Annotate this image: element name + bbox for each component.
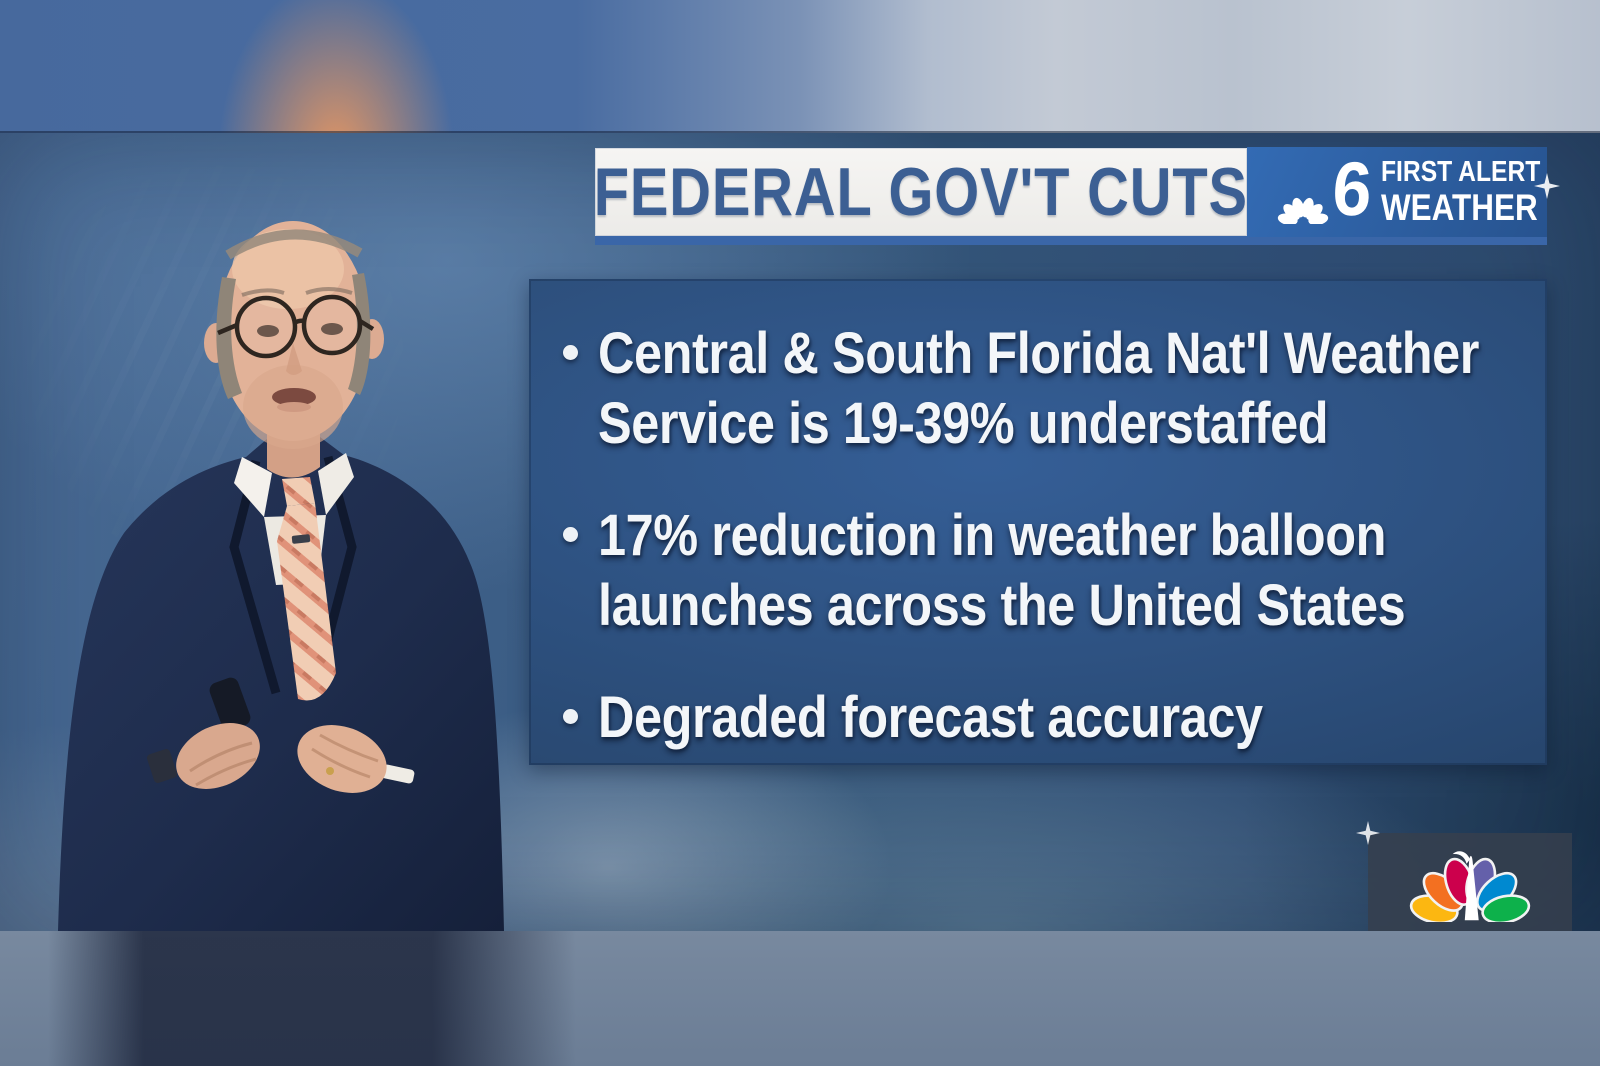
brand-mark: 6 [1277, 147, 1374, 234]
sparkle-icon [1356, 821, 1382, 847]
bullet-line: Degraded forecast accuracy [598, 685, 1263, 750]
sparkle-icon [1534, 173, 1560, 199]
glasses [217, 294, 375, 359]
bullet-item: Degraded forecast accuracy [563, 683, 1517, 753]
bullet-dot-icon [563, 527, 578, 542]
brand-tagline-line2: WEATHER [1381, 187, 1538, 228]
presenter [58, 221, 504, 931]
letterbox-blur-bottom [0, 931, 1600, 1066]
bullet-dot-icon [563, 345, 578, 360]
brand-tagline-line1: FIRST ALERT [1381, 156, 1541, 188]
presenter-hands [146, 677, 415, 793]
bullet-item: 17% reduction in weather balloon launche… [563, 501, 1517, 641]
letterbox-blur-top [0, 0, 1600, 133]
presenter-shirt-tie [234, 453, 354, 701]
headline-banner: FEDERAL GOV'T CUTS [593, 148, 1249, 236]
nbc-peacock-small-icon [1277, 197, 1329, 224]
video-frame: FEDERAL GOV'T CUTS 6 FIRST ALERT WEATHER [0, 133, 1600, 931]
bullet-line: launches across the United States [598, 573, 1406, 638]
bullet-item: Central & South Florida Nat'l Weather Se… [563, 319, 1517, 459]
bullet-line: Central & South Florida Nat'l Weather [598, 321, 1479, 386]
presenter-suit [58, 437, 504, 931]
brand-box: 6 FIRST ALERT WEATHER [1247, 147, 1547, 237]
presenter-head [204, 221, 384, 478]
station-number: 6 [1330, 147, 1374, 232]
banner-title: FEDERAL GOV'T CUTS [593, 154, 1249, 230]
banner-underline [595, 236, 1547, 245]
nbc-peacock-icon [1409, 851, 1531, 922]
nbc-badge [1356, 821, 1572, 931]
bullet-dot-icon [563, 709, 578, 724]
bullet-line: Service is 19-39% understaffed [598, 391, 1329, 456]
bullet-line: 17% reduction in weather balloon [598, 503, 1386, 568]
bullet-box: Central & South Florida Nat'l Weather Se… [529, 279, 1547, 765]
